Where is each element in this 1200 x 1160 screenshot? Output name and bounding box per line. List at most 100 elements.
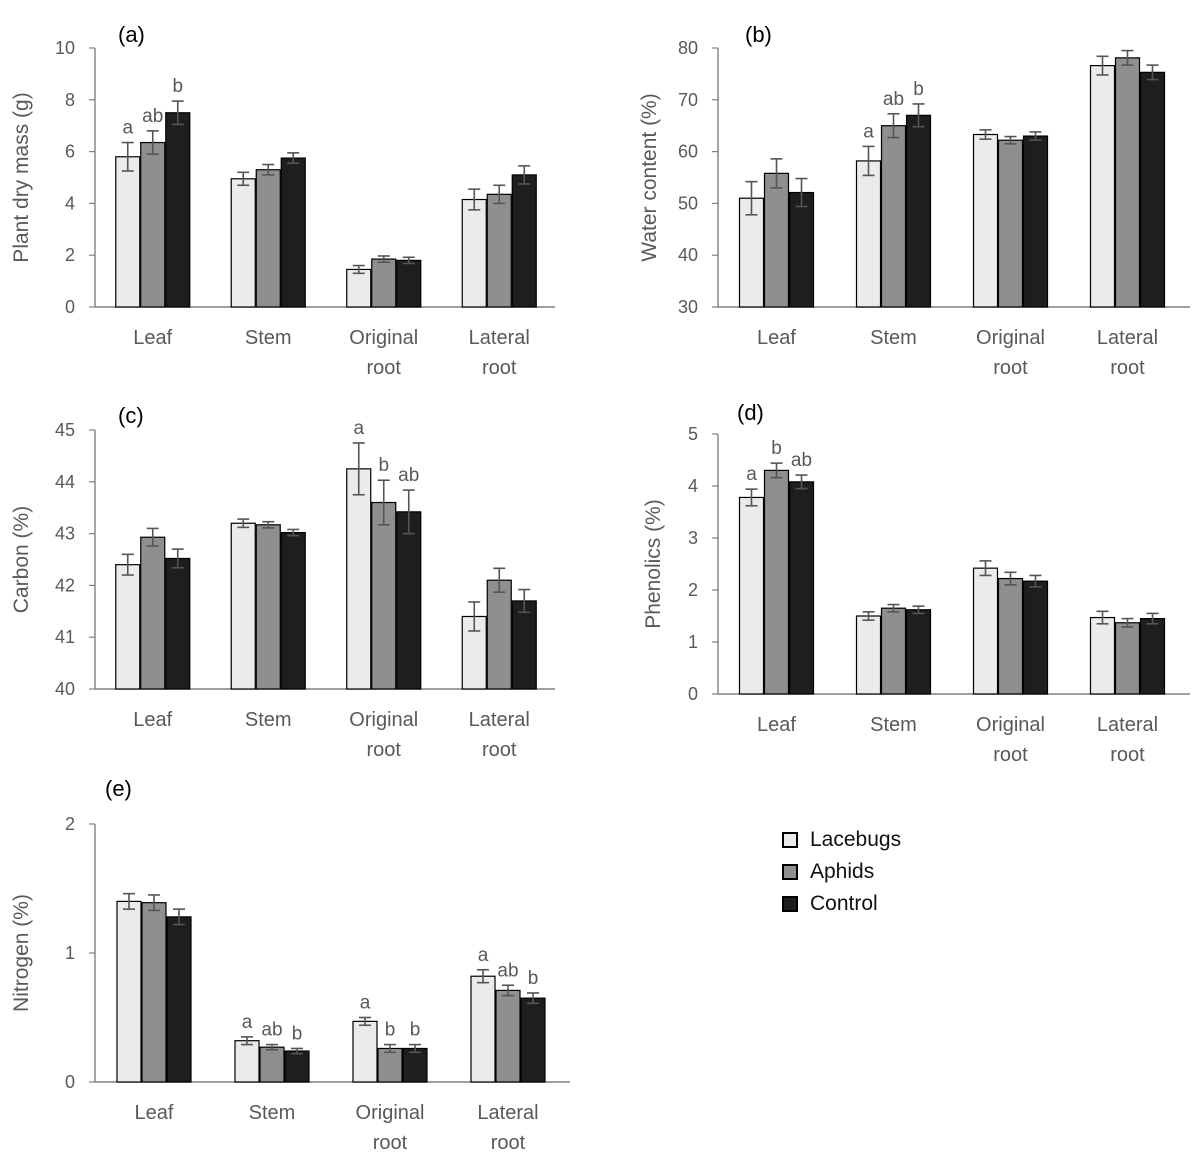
bar-lacebugs <box>230 522 256 690</box>
y-tick-label: 43 <box>55 524 75 544</box>
x-tick-label: Stem <box>249 1102 296 1124</box>
bar-control <box>166 916 192 1083</box>
x-tick-label: Stem <box>245 709 292 731</box>
y-tick-label: 42 <box>55 575 75 595</box>
x-tick-label: root <box>993 357 1028 379</box>
x-tick-label: root <box>491 1132 526 1154</box>
y-tick-label: 2 <box>65 245 75 265</box>
y-tick-label: 50 <box>678 193 698 213</box>
bar-lacebugs <box>855 615 882 695</box>
bar-lacebugs <box>972 133 999 308</box>
bar-control <box>511 174 537 308</box>
x-tick-label: Original <box>356 1102 425 1124</box>
bar-aphids <box>371 501 397 690</box>
x-tick-label: root <box>482 357 517 379</box>
y-axis-label: Phenolics (%) <box>642 499 665 629</box>
bar-lacebugs <box>738 197 765 308</box>
bar-aphids <box>255 524 281 690</box>
bar-lacebugs <box>346 268 372 308</box>
x-tick-label: root <box>993 744 1028 766</box>
y-axis-label: Plant dry mass (g) <box>10 92 33 262</box>
bar-aphids <box>763 469 790 695</box>
bar-aphids <box>997 139 1024 308</box>
y-axis-label: Nitrogen (%) <box>10 894 33 1012</box>
bar-control <box>396 259 422 308</box>
y-tick-label: 41 <box>55 627 75 647</box>
significance-label: a <box>122 118 133 139</box>
bar-lacebugs <box>461 198 487 308</box>
significance-label: a <box>478 945 489 966</box>
significance-label: b <box>771 438 782 459</box>
x-tick-label: Stem <box>870 714 917 736</box>
x-tick-label: Leaf <box>135 1102 174 1124</box>
bar-lacebugs <box>115 564 141 690</box>
bar-control <box>788 481 815 695</box>
y-tick-label: 45 <box>55 420 75 440</box>
significance-label: ab <box>883 89 904 110</box>
x-tick-label: root <box>373 1132 408 1154</box>
legend-swatch-aphids <box>782 864 798 880</box>
y-tick-label: 1 <box>65 943 75 963</box>
x-tick-label: Lateral <box>477 1102 538 1124</box>
y-axis-label: Water content (%) <box>638 93 661 261</box>
legend: Lacebugs Aphids Control <box>782 828 1002 928</box>
x-tick-label: Stem <box>870 327 917 349</box>
significance-label: ab <box>497 960 518 981</box>
bar-aphids <box>141 902 167 1083</box>
bar-lacebugs <box>230 178 256 308</box>
legend-label-control: Control <box>810 892 878 915</box>
x-tick-label: Original <box>349 327 418 349</box>
significance-label: a <box>360 993 371 1014</box>
x-tick-label: Lateral <box>469 327 530 349</box>
bar-lacebugs <box>1089 65 1116 308</box>
y-tick-label: 8 <box>65 90 75 110</box>
bar-aphids <box>763 172 790 308</box>
significance-label: ab <box>791 450 812 471</box>
bar-aphids <box>997 577 1024 695</box>
y-tick-label: 4 <box>688 476 698 496</box>
y-tick-label: 30 <box>678 297 698 317</box>
y-tick-label: 5 <box>688 424 698 444</box>
x-tick-label: Lateral <box>1097 714 1158 736</box>
legend-label-lacebugs: Lacebugs <box>810 828 902 851</box>
significance-label: b <box>385 1020 396 1041</box>
x-tick-label: root <box>367 357 402 379</box>
x-tick-label: Leaf <box>133 327 172 349</box>
panel-label: (c) <box>118 403 144 428</box>
y-tick-label: 2 <box>65 814 75 834</box>
significance-label: b <box>410 1020 421 1041</box>
significance-label: ab <box>142 106 163 127</box>
bar-aphids <box>1114 57 1141 308</box>
bar-aphids <box>140 536 166 690</box>
y-tick-label: 0 <box>65 297 75 317</box>
x-tick-label: root <box>1110 744 1145 766</box>
panel-b: (b) Water content (%) 30 40 50 60 70 80 aab b Leaf… <box>638 22 1190 379</box>
y-tick-label: 60 <box>678 142 698 162</box>
x-tick-label: Lateral <box>1097 327 1158 349</box>
significance-label: a <box>746 464 757 485</box>
x-tick-label: Stem <box>245 327 292 349</box>
bar-control <box>284 1050 310 1083</box>
bar-lacebugs <box>346 468 372 690</box>
significance-label: a <box>242 1012 253 1033</box>
bar-lacebugs <box>972 567 999 695</box>
significance-label: ab <box>398 465 419 486</box>
x-tick-label: Lateral <box>469 709 530 731</box>
panel-label: (d) <box>737 400 764 425</box>
x-tick-label: Original <box>976 714 1045 736</box>
y-tick-label: 2 <box>688 580 698 600</box>
significance-label: a <box>863 121 874 142</box>
x-tick-label: Original <box>976 327 1045 349</box>
y-tick-label: 0 <box>688 684 698 704</box>
bar-aphids <box>255 169 281 308</box>
bar-control <box>165 112 191 308</box>
bar-aphids <box>259 1046 285 1083</box>
panel-label: (e) <box>105 776 132 801</box>
legend-swatch-control <box>782 896 798 912</box>
legend-label-aphids: Aphids <box>810 860 875 883</box>
bar-lacebugs <box>470 975 496 1083</box>
significance-label: b <box>378 455 389 476</box>
